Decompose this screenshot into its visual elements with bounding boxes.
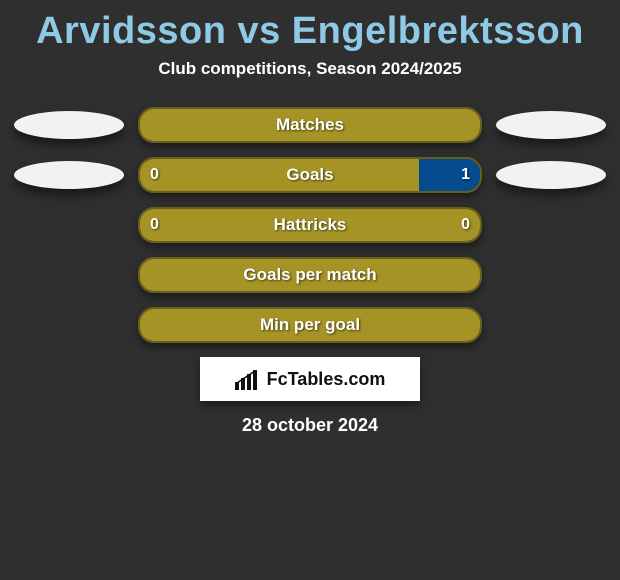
- date-text: 28 october 2024: [0, 415, 620, 436]
- comparison-card: Arvidsson vs Engelbrektsson Club competi…: [0, 10, 620, 436]
- stat-bar: Min per goal: [138, 307, 482, 343]
- stat-row: 01Goals: [0, 157, 620, 193]
- bar-value-right: 0: [461, 209, 470, 241]
- stat-row: Goals per match: [0, 257, 620, 293]
- bar-value-right: 1: [461, 159, 470, 191]
- stat-bar: 01Goals: [138, 157, 482, 193]
- stat-bar: Goals per match: [138, 257, 482, 293]
- stat-row: 00Hattricks: [0, 207, 620, 243]
- left-shadow-ellipse: [14, 111, 124, 139]
- bar-seg-right: [419, 159, 480, 191]
- bar-seg-left: [140, 109, 480, 141]
- bars-icon: [235, 368, 261, 390]
- stat-row: Min per goal: [0, 307, 620, 343]
- right-shadow-ellipse: [496, 111, 606, 139]
- stat-bar: Matches: [138, 107, 482, 143]
- right-shadow-ellipse: [496, 161, 606, 189]
- stat-rows: Matches01Goals00HattricksGoals per match…: [0, 107, 620, 343]
- bar-seg-left: [140, 209, 480, 241]
- left-shadow-ellipse: [14, 161, 124, 189]
- bar-value-left: 0: [150, 159, 159, 191]
- source-logo: FcTables.com: [200, 357, 420, 401]
- subtitle: Club competitions, Season 2024/2025: [0, 59, 620, 79]
- page-title: Arvidsson vs Engelbrektsson: [0, 10, 620, 53]
- logo-text: FcTables.com: [267, 369, 386, 390]
- stat-row: Matches: [0, 107, 620, 143]
- bar-seg-left: [140, 259, 480, 291]
- bar-seg-left: [140, 309, 480, 341]
- stat-bar: 00Hattricks: [138, 207, 482, 243]
- bar-seg-left: [140, 159, 419, 191]
- bar-value-left: 0: [150, 209, 159, 241]
